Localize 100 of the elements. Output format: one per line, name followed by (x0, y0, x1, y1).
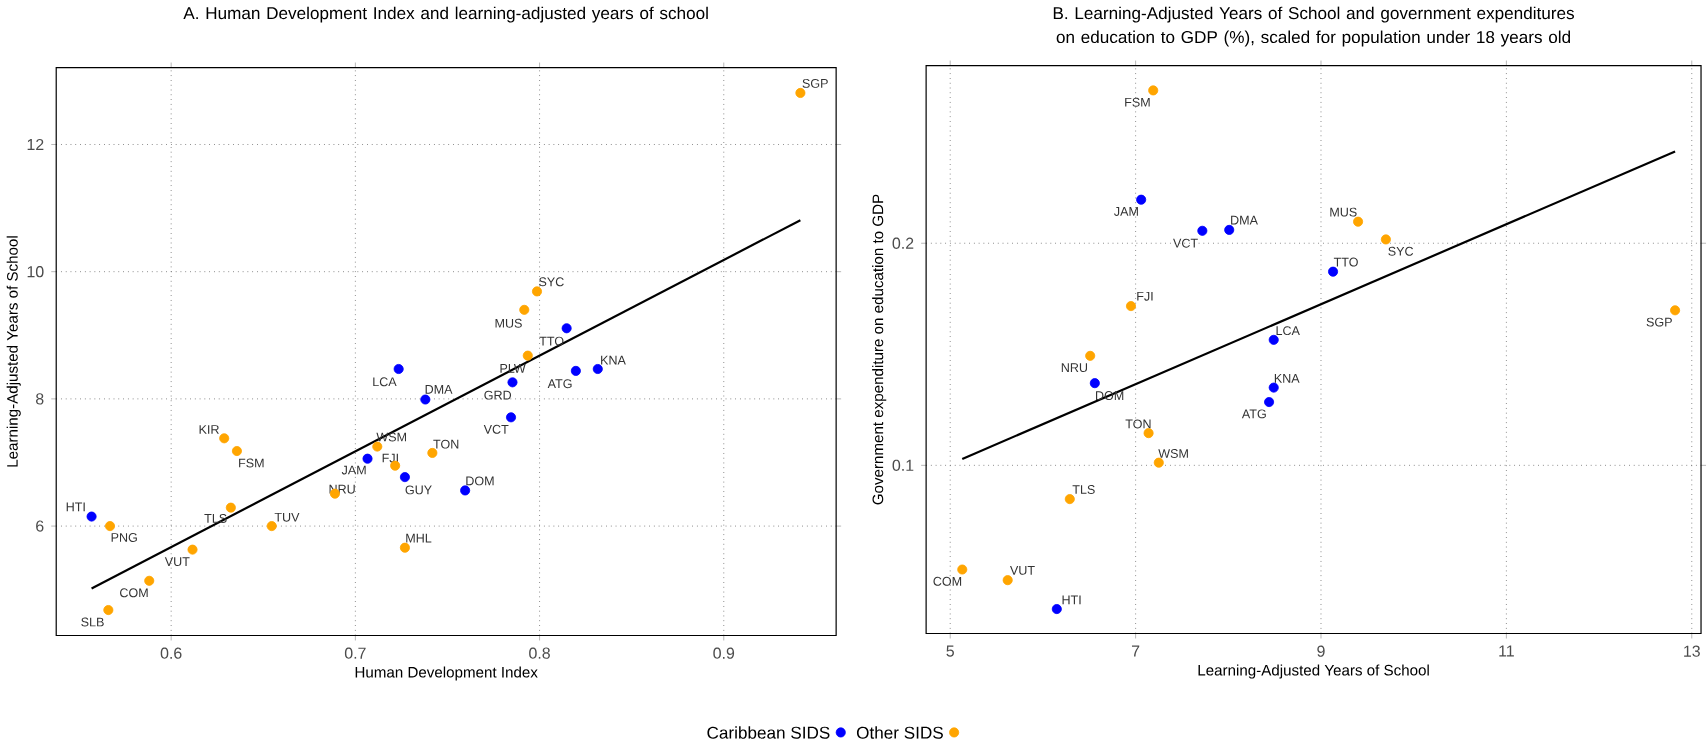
annotation: KIR (199, 424, 219, 434)
point (399, 471, 410, 482)
point (1153, 457, 1164, 468)
point (1224, 224, 1235, 235)
point (570, 365, 581, 376)
annotation: FSM (1125, 97, 1150, 107)
point (1148, 85, 1159, 96)
x-tick-label: 0.7 (344, 647, 366, 659)
annotation: FJI (1137, 291, 1153, 301)
point (372, 441, 383, 452)
point (266, 520, 277, 531)
y-tick-label: 10 (27, 265, 44, 278)
point (561, 323, 572, 334)
x-tick-label: 9 (1317, 645, 1325, 657)
point (1268, 334, 1279, 345)
point (1085, 350, 1096, 361)
point (507, 377, 518, 388)
x-tick-label: 13 (1684, 645, 1700, 657)
chart-title: A. Human Development Index and learning-adjusted years of school (183, 6, 708, 23)
y-tick-label: 6 (36, 520, 44, 532)
chart-title: B. Learning-Adjusted Years of School and government expenditures on education to GDP (%), scaled for population under 18 years old (1053, 6, 1574, 47)
point (105, 520, 115, 531)
point (420, 394, 431, 405)
x-tick-label: 0.6 (160, 647, 182, 659)
annotation: SYC (1388, 246, 1414, 256)
point (522, 350, 533, 361)
annotation: PNG (111, 532, 137, 542)
annotation: DOM (466, 476, 494, 486)
point (592, 363, 603, 374)
point (86, 511, 97, 522)
annotation: VCT (483, 424, 509, 434)
annotation: TTO (539, 336, 564, 346)
point (1125, 300, 1136, 311)
point (1353, 216, 1364, 227)
annotation: GUY (405, 485, 432, 495)
point (1064, 493, 1075, 504)
point (1328, 266, 1339, 277)
annotation: COM (933, 576, 962, 586)
annotation: KNA (601, 355, 626, 365)
point (1264, 396, 1275, 407)
point (1136, 194, 1147, 205)
y-tick-label: 0.1 (892, 459, 914, 471)
annotation: KNA (1274, 373, 1300, 383)
annotation: MHL (406, 533, 432, 543)
annotation: SGP (802, 78, 828, 88)
point (519, 304, 530, 315)
point (531, 286, 542, 297)
annotation: HTI (1062, 595, 1081, 604)
annotation: TON (1125, 419, 1151, 429)
annotation: MUS (495, 318, 522, 328)
annotation: FJI (382, 453, 398, 463)
annotation: VUT (1010, 565, 1035, 575)
annotation: MUS (1330, 207, 1357, 217)
y-tick-label: 8 (36, 393, 44, 405)
annotation: WSM (1158, 448, 1188, 458)
annotation: SGP (1646, 317, 1672, 327)
point (103, 604, 114, 615)
point (362, 453, 373, 464)
annotation: VUT (164, 556, 190, 566)
point (1670, 305, 1681, 316)
y-axis-title: Government expenditure on education to GDP (872, 194, 887, 505)
point (144, 575, 155, 586)
point (1089, 377, 1100, 388)
point (187, 544, 198, 555)
point (427, 447, 438, 458)
point (1380, 234, 1391, 245)
annotation: JAM (341, 465, 366, 475)
point (1002, 574, 1013, 585)
annotation: TLS (204, 513, 227, 523)
point (460, 485, 471, 496)
annotation: GRD (484, 390, 512, 400)
point (957, 564, 968, 575)
annotation: FSM (239, 458, 264, 468)
legend-label: Caribbean SIDS (707, 725, 830, 739)
point (393, 363, 404, 374)
annotation: LCA (373, 377, 397, 387)
annotation: HTI (66, 502, 85, 512)
annotation: DMA (1231, 215, 1258, 225)
point (399, 542, 410, 553)
x-tick-label: 11 (1499, 645, 1514, 657)
point (231, 445, 242, 456)
x-tick-label: 0.9 (713, 647, 735, 659)
annotation: TON (433, 439, 459, 449)
annotation: JAM (1114, 206, 1138, 216)
annotation: TTO (1333, 257, 1358, 267)
annotation: TUV (274, 512, 300, 522)
x-tick-label: 5 (946, 645, 954, 657)
point (225, 502, 236, 513)
y-tick-label: 0.2 (892, 237, 914, 249)
y-tick-label: 12 (27, 138, 44, 150)
annotation: SLB (81, 617, 104, 627)
point (795, 87, 806, 98)
annotation: SYC (539, 277, 564, 287)
x-axis-title: Learning-Adjusted Years of School (1198, 664, 1429, 679)
point (1197, 225, 1208, 236)
point (1051, 603, 1062, 614)
point (1268, 382, 1279, 393)
y-axis-title: Learning-Adjusted Years of School (6, 236, 21, 467)
x-tick-label: 7 (1131, 645, 1140, 657)
legend-label: Other SIDS (856, 725, 943, 739)
